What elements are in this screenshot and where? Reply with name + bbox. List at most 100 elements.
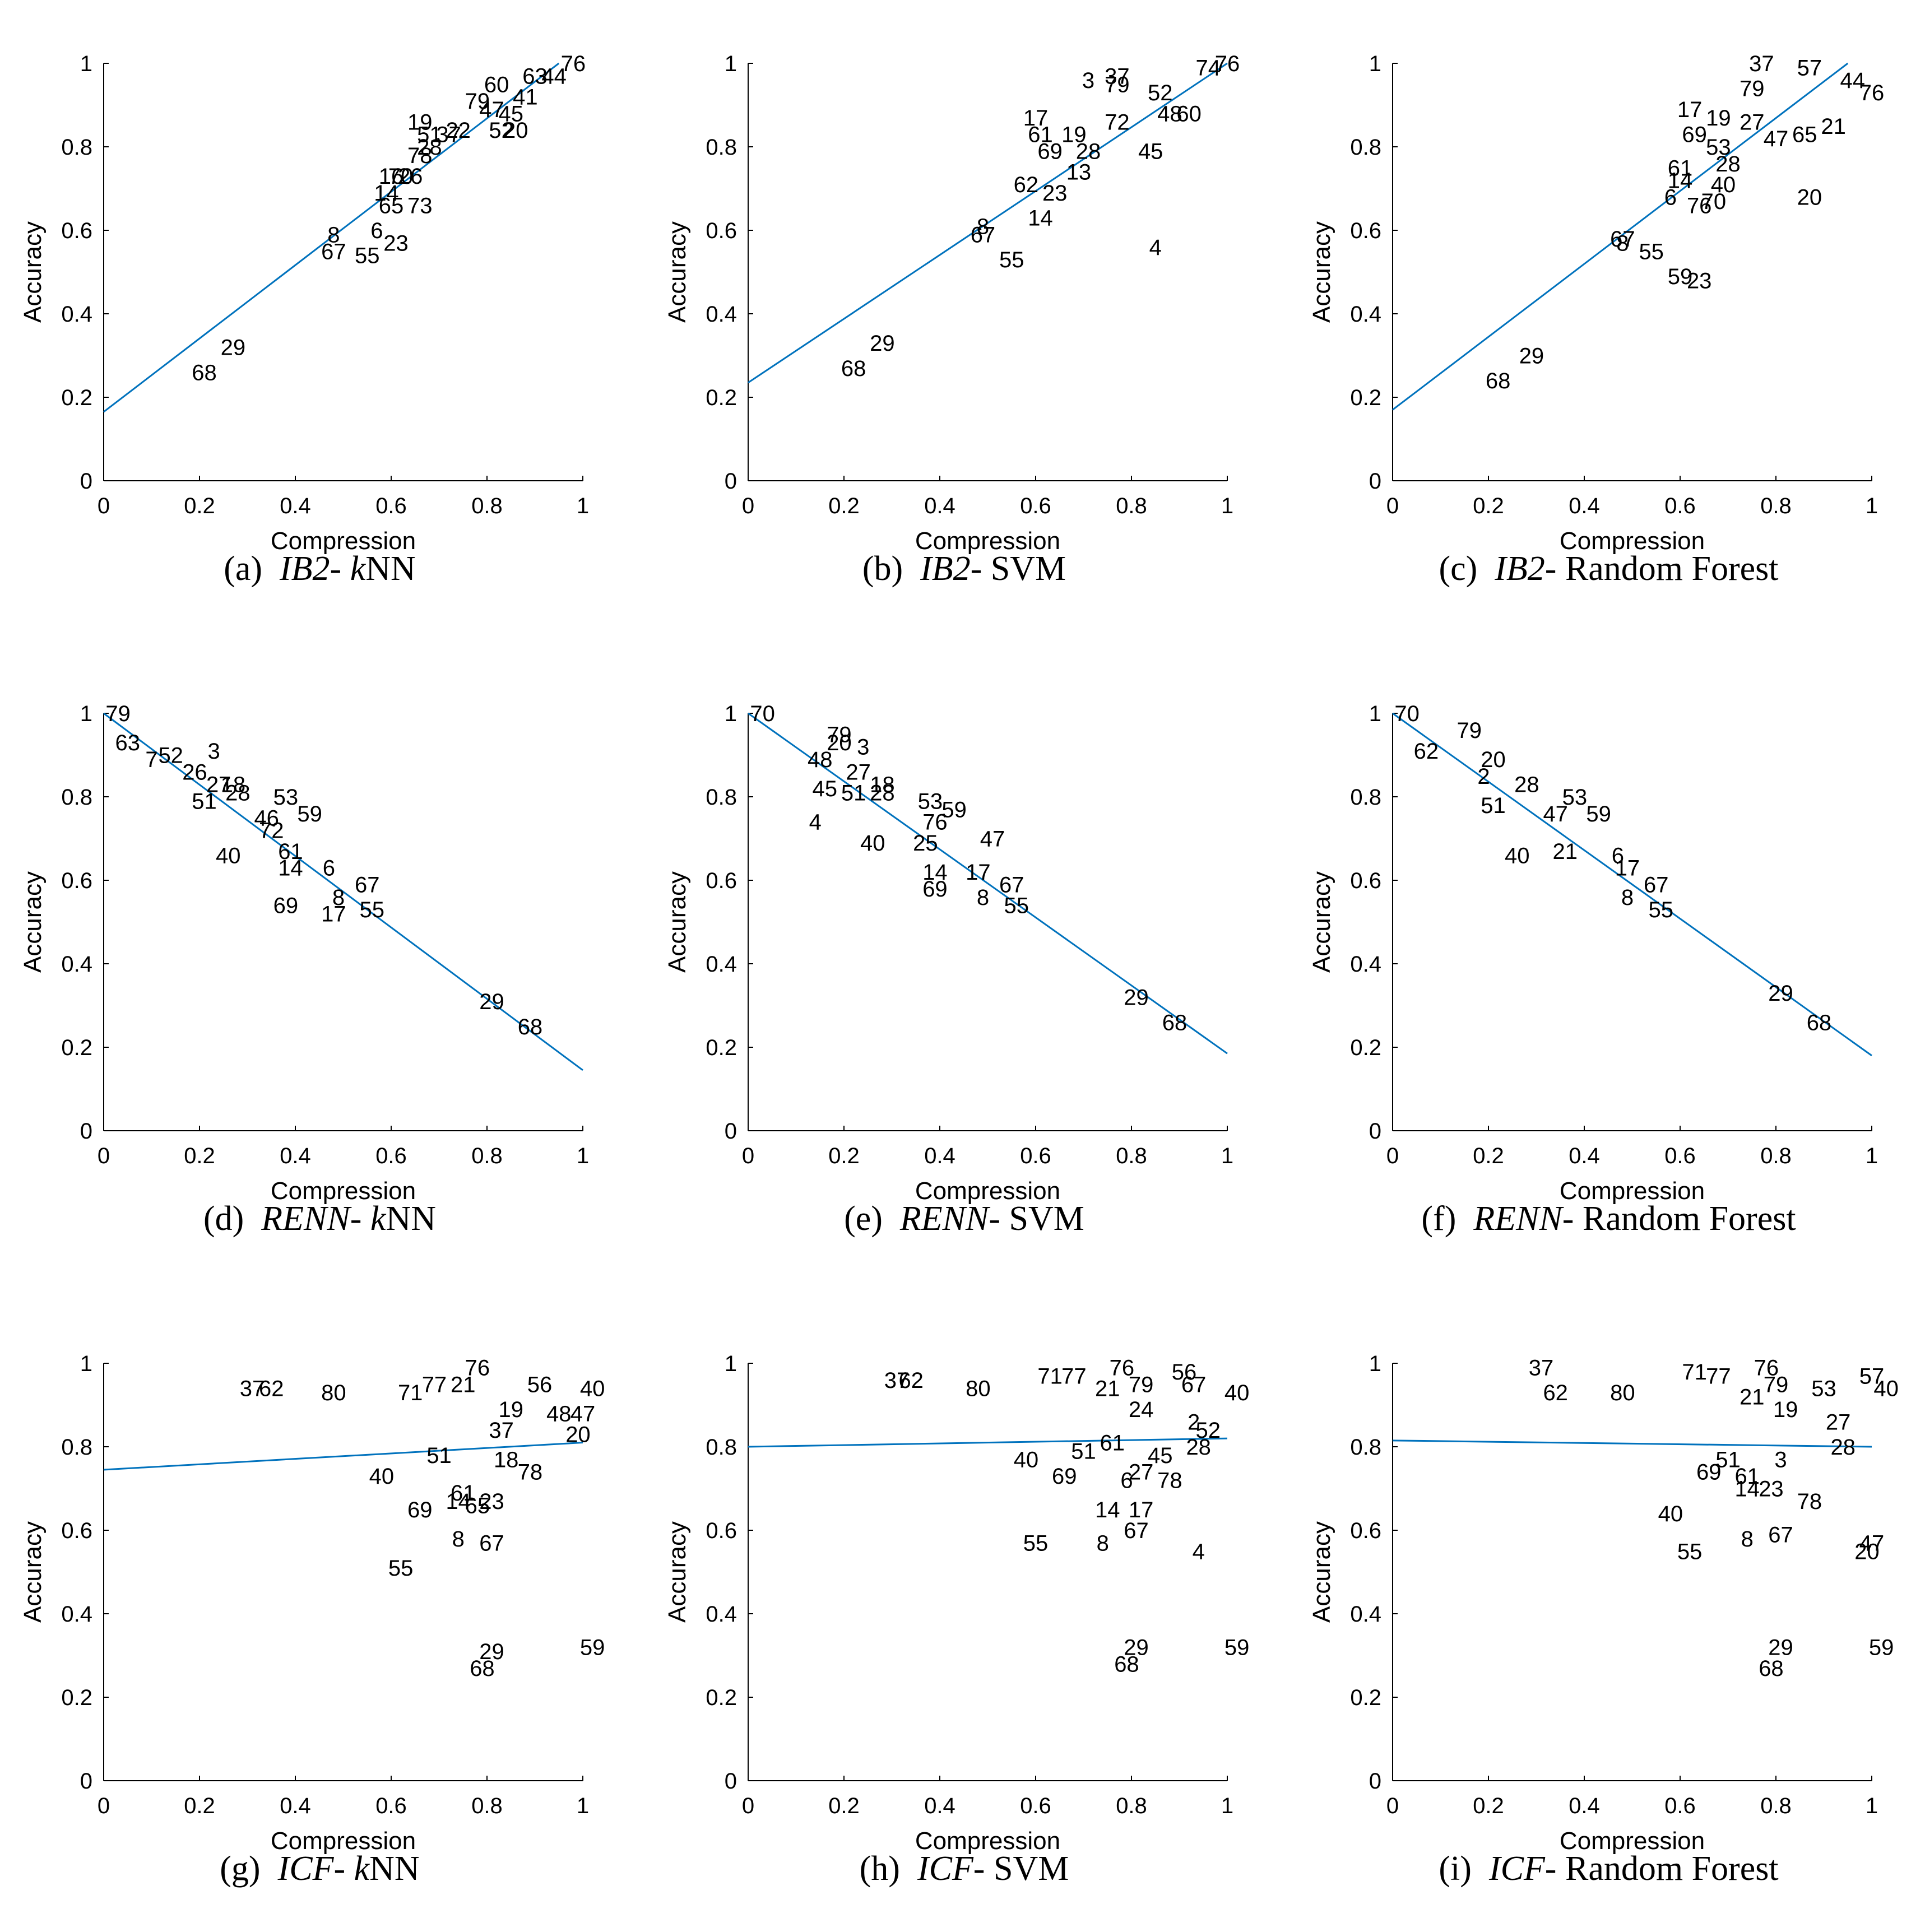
data-point-label: 14 (1668, 169, 1693, 193)
data-point-label: 61 (451, 1481, 476, 1506)
data-point-label: 8 (452, 1527, 465, 1552)
data-point-label: 45 (1138, 139, 1163, 164)
y-tick-label: 0 (1369, 469, 1381, 494)
data-point-label: 52 (489, 118, 514, 143)
data-point-label: 19 (407, 110, 433, 134)
x-tick-label: 1 (1866, 1794, 1878, 1818)
data-point-label: 52 (1196, 1418, 1221, 1443)
data-point-label: 40 (216, 843, 241, 868)
data-point-label: 65 (379, 193, 404, 218)
data-point-label: 3 (857, 735, 869, 760)
data-point-label: 40 (1014, 1447, 1039, 1472)
x-tick-label: 0 (1386, 1794, 1399, 1818)
panel-caption: (h) ICF- SVM (643, 1849, 1285, 1889)
y-tick-label: 0.2 (1350, 386, 1381, 410)
x-tick-label: 0.2 (184, 1144, 215, 1168)
data-point-label: 40 (1873, 1377, 1899, 1401)
data-point-label: 3 (1082, 68, 1094, 93)
data-point-label: 29 (1124, 1636, 1149, 1660)
data-point-label: 59 (1668, 264, 1693, 289)
data-point-label: 40 (860, 831, 885, 856)
y-axis-label: Accuracy (664, 871, 691, 973)
scatter-panel-9: 0 0.2 0.4 0.6 0.8 1 0 0.2 0.4 0.6 0.8 1 Compression A… (1308, 1352, 1899, 1855)
data-point-label: 22 (446, 118, 471, 143)
data-point-label: 79 (1105, 72, 1130, 97)
data-point-label: 28 (1076, 139, 1101, 164)
x-tick-label: 0.4 (280, 1144, 311, 1168)
x-tick-label: 0 (742, 1144, 754, 1168)
data-point-label: 80 (966, 1377, 991, 1401)
y-tick-label: 0.2 (61, 1685, 92, 1710)
data-point-label: 23 (1759, 1477, 1784, 1502)
data-point-label: 23 (1687, 268, 1712, 293)
data-point-label: 80 (321, 1381, 346, 1405)
y-tick-label: 1 (80, 702, 92, 726)
data-point-label: 28 (870, 781, 895, 806)
data-point-label: 16 (379, 164, 404, 189)
data-point-label: 18 (221, 773, 246, 797)
data-point-label: 69 (407, 1498, 433, 1522)
data-point-label: 65 (1792, 123, 1817, 147)
data-point-label: 55 (999, 248, 1024, 272)
data-point-label: 8 (332, 885, 345, 910)
x-axis-label: Compression (915, 527, 1060, 555)
data-point-label: 6 (1120, 1469, 1133, 1493)
data-point-label: 55 (360, 898, 385, 922)
caption-k-prefix: k (345, 1850, 370, 1888)
data-point-label: 27 (846, 760, 871, 784)
data-point-label: 37 (1529, 1355, 1554, 1380)
data-point-label: 21 (1821, 114, 1846, 139)
y-tick-label: 0.4 (61, 1602, 92, 1627)
data-point-label: 55 (388, 1556, 414, 1581)
data-point-label: 59 (1869, 1636, 1894, 1660)
panel-caption: (e) RENN- SVM (643, 1199, 1285, 1239)
data-point-label: 8 (1621, 885, 1634, 910)
caption-method: ICF- (277, 1850, 346, 1888)
data-point-label: 53 (1562, 785, 1588, 810)
data-point-label: 29 (479, 1640, 504, 1664)
data-point-label: 79 (1740, 77, 1765, 101)
x-tick-label: 0.6 (375, 494, 407, 518)
x-tick-label: 0.4 (924, 1144, 955, 1168)
data-point-label: 57 (1859, 1364, 1885, 1388)
y-tick-label: 0.6 (61, 869, 92, 893)
data-point-label: 37 (1749, 52, 1774, 76)
caption-k-prefix (1574, 1200, 1583, 1238)
data-point-label: 76 (1687, 193, 1712, 218)
caption-classifier: Random Forest (1582, 1200, 1796, 1238)
y-tick-label: 1 (1369, 52, 1381, 76)
x-tick-label: 0.8 (1760, 1794, 1792, 1818)
data-point-label: 76 (922, 810, 948, 835)
data-point-label: 62 (1543, 1381, 1568, 1405)
y-tick-label: 1 (725, 52, 737, 76)
caption-letter: (c) (1439, 550, 1495, 588)
data-point-label: 68 (192, 360, 217, 385)
data-point-label: 71 (1037, 1364, 1063, 1388)
data-point-label: 20 (1797, 185, 1822, 210)
data-point-label: 62 (259, 1377, 284, 1401)
data-point-label: 17 (321, 902, 346, 927)
caption-k-prefix (985, 1850, 994, 1888)
y-axis-label: Accuracy (664, 221, 691, 323)
data-point-label: 21 (451, 1372, 476, 1397)
y-tick-label: 0.2 (706, 1685, 737, 1710)
y-axis-label: Accuracy (1308, 221, 1335, 323)
caption-method: ICF- (917, 1850, 985, 1888)
x-tick-label: 0.2 (184, 1794, 215, 1818)
x-tick-label: 0.4 (924, 1794, 955, 1818)
y-tick-label: 0.2 (1350, 1035, 1381, 1060)
data-point-label: 2 (1188, 1410, 1200, 1434)
scatter-panel-1: 0 0.2 0.4 0.6 0.8 1 0 0.2 0.4 0.6 0.8 1 Compression A… (19, 52, 589, 555)
data-point-label: 67 (1124, 1518, 1149, 1543)
data-point-label: 8 (1616, 231, 1629, 256)
data-point-label: 73 (407, 193, 433, 218)
data-point-label: 69 (1037, 139, 1063, 164)
caption-letter: (h) (859, 1850, 917, 1888)
x-axis-label: Compression (271, 1827, 416, 1855)
data-point-label: 28 (417, 135, 442, 160)
x-tick-label: 0.6 (1020, 1144, 1051, 1168)
x-axis-label: Compression (1560, 1177, 1705, 1205)
data-point-label: 41 (513, 85, 538, 110)
y-tick-label: 0.2 (1350, 1685, 1381, 1710)
x-tick-label: 0.4 (924, 494, 955, 518)
